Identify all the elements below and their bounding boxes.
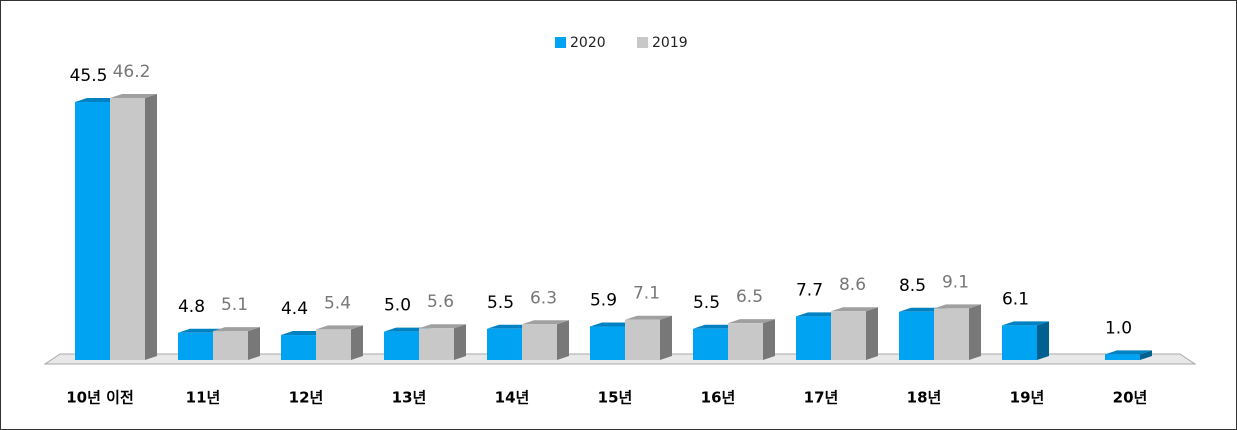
bar	[178, 332, 213, 360]
value-label: 1.0	[1105, 318, 1132, 338]
value-label: 8.5	[899, 276, 926, 296]
bar-top	[522, 320, 569, 325]
bar	[75, 101, 110, 360]
bar-top	[728, 319, 775, 324]
bar-top	[213, 327, 260, 332]
bar-top	[625, 315, 672, 320]
value-label: 5.6	[427, 292, 454, 312]
legend-swatch	[555, 37, 566, 48]
bar	[384, 331, 419, 360]
legend-swatch	[637, 37, 648, 48]
bar-side	[866, 307, 878, 360]
value-label: 8.6	[839, 275, 866, 295]
value-label: 6.1	[1002, 289, 1029, 309]
bar	[796, 316, 831, 360]
x-tick-label: 12년	[289, 389, 324, 407]
bar-top	[1002, 321, 1049, 326]
x-tick-label: 13년	[392, 389, 427, 407]
value-label: 5.5	[487, 293, 514, 313]
value-label: 9.1	[942, 272, 969, 292]
bar-side	[660, 315, 672, 360]
value-label: 4.8	[178, 297, 205, 317]
bar-side	[351, 325, 363, 360]
bar	[281, 335, 316, 360]
bar-side	[454, 324, 466, 360]
x-tick-label: 16년	[701, 389, 736, 407]
x-tick-label: 17년	[804, 389, 839, 407]
bar	[110, 98, 145, 360]
value-label: 7.1	[633, 284, 660, 304]
value-label: 5.1	[221, 295, 248, 315]
bar	[899, 311, 934, 360]
bar-side	[1140, 350, 1152, 360]
bar	[728, 323, 763, 360]
legend-label: 2020	[570, 35, 606, 51]
bar-side	[145, 94, 157, 360]
bar	[419, 328, 454, 360]
bar-top	[316, 325, 363, 330]
bar	[934, 308, 969, 360]
bar	[1002, 325, 1037, 360]
x-tick-label: 18년	[907, 389, 942, 407]
value-label: 7.7	[796, 280, 823, 300]
bar-top	[110, 94, 157, 98]
value-label: 5.5	[693, 293, 720, 313]
value-label: 6.5	[736, 287, 763, 307]
legend-label: 2019	[652, 35, 688, 51]
bar	[522, 324, 557, 360]
bar-top	[934, 304, 981, 309]
x-tick-label: 14년	[495, 389, 530, 407]
bar-top	[831, 307, 878, 312]
bar	[1105, 354, 1140, 360]
value-label: 6.3	[530, 288, 557, 308]
bar-top	[1105, 350, 1152, 355]
x-tick-label: 15년	[598, 389, 633, 407]
value-label: 4.4	[281, 299, 308, 319]
bar-side	[763, 319, 775, 360]
value-label: 46.2	[113, 62, 151, 82]
value-label: 5.4	[324, 293, 351, 313]
value-label: 5.0	[384, 296, 411, 316]
bar	[487, 328, 522, 360]
bar-side	[969, 304, 981, 360]
bar-side	[557, 320, 569, 360]
x-tick-label: 11년	[186, 389, 221, 407]
bar-top	[419, 324, 466, 329]
bar	[213, 331, 248, 360]
bar	[625, 319, 660, 360]
x-tick-label: 19년	[1010, 389, 1045, 407]
bar	[590, 326, 625, 360]
bar-side	[1037, 321, 1049, 360]
value-label: 45.5	[70, 66, 108, 86]
x-tick-label: 10년 이전	[66, 389, 134, 407]
bar	[831, 311, 866, 360]
bar-side	[248, 327, 260, 360]
value-label: 5.9	[590, 291, 617, 311]
x-tick-label: 20년	[1113, 389, 1148, 407]
bar	[316, 329, 351, 360]
bar	[693, 328, 728, 360]
